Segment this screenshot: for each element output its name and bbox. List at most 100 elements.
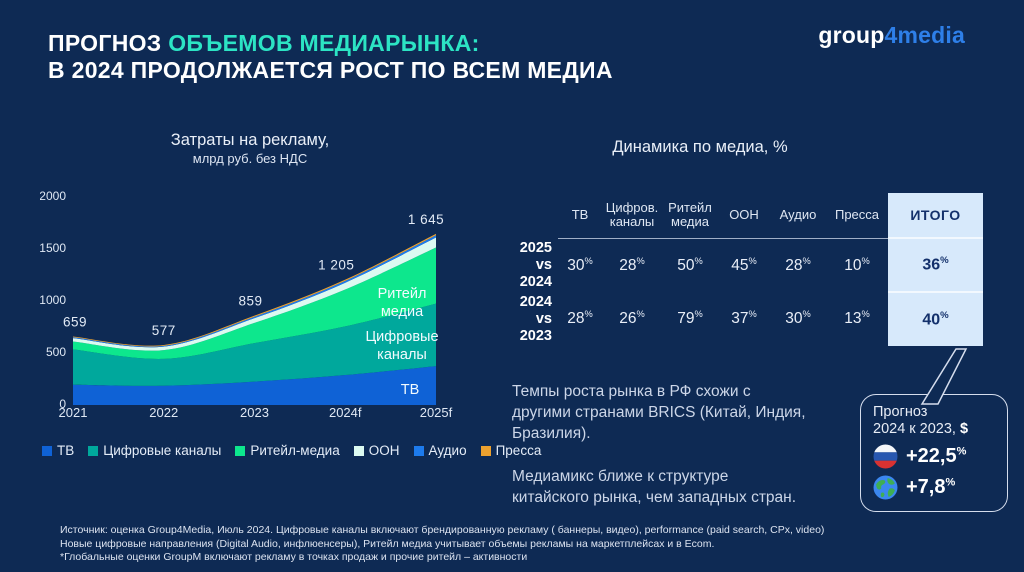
- note-paragraph-2: Медиамикс ближе к структуре китайского р…: [512, 466, 806, 508]
- callout-row-russia: +22,5%: [873, 444, 997, 469]
- logo-media: media: [897, 22, 965, 48]
- y-axis-tick-label: 500: [46, 345, 66, 359]
- table-value-cell: 50%: [662, 238, 718, 292]
- value-text: 45: [731, 256, 749, 274]
- title-accent: ОБЪЕМОВ МЕДИАРЫНКА:: [168, 30, 480, 56]
- area-inline-label: каналы: [377, 347, 427, 363]
- legend-label: Цифровые каналы: [103, 443, 222, 458]
- x-axis-tick-label: 2021: [59, 405, 88, 420]
- value-text: 30: [785, 310, 803, 328]
- note-line: китайского рынка, чем западных стран.: [512, 489, 797, 506]
- percent-sign: %: [940, 255, 949, 267]
- table-value-cell: 37%: [718, 292, 770, 346]
- value-text: 28: [567, 310, 585, 328]
- table-value-cell: 28%: [770, 238, 826, 292]
- percent-sign: %: [945, 476, 956, 489]
- table-value-cell: 30%: [770, 292, 826, 346]
- note-paragraph-1: Темпы роста рынка в РФ схожи с другими с…: [512, 381, 806, 444]
- table-row-label: 2025 vs 2024: [500, 238, 558, 292]
- forecast-callout-bubble: Прогноз 2024 к 2023, $ +22,5% +7,8%: [860, 394, 1008, 512]
- percent-sign: %: [748, 309, 757, 320]
- percent-sign: %: [956, 445, 967, 458]
- percent-sign: %: [584, 309, 593, 320]
- area-series-3: [73, 247, 436, 360]
- stacked-area-chart: 0 500 1000 1500 2000 2021 2022 2023 2024f 2025f 65…: [40, 189, 453, 420]
- callout-tail: [920, 348, 968, 405]
- table-total-cell: 36%: [888, 237, 983, 292]
- value-text: 28: [619, 256, 637, 274]
- header-line: каналы: [609, 214, 655, 230]
- callout-line1: Прогноз: [873, 404, 928, 420]
- y-axis-tick-label: 2000: [40, 189, 66, 203]
- legend-item: Аудио: [413, 443, 467, 458]
- group4media-logo: group4media: [818, 22, 965, 49]
- footnote-line: Новые цифровые направления (Digital Audi…: [60, 537, 715, 550]
- y-axis-tick-label: 0: [59, 397, 66, 411]
- legend-label: ООН: [368, 443, 400, 458]
- callout-row-global: +7,8%: [873, 475, 997, 500]
- legend-label: ТВ: [57, 443, 75, 458]
- table-value-cell: 10%: [826, 238, 888, 292]
- russia-growth-value: +22,5%: [906, 445, 966, 468]
- table-row: 2024 vs 2023 28% 26% 79% 37% 30% 13% 40%: [500, 291, 983, 346]
- table-row-label: 2024 vs 2023: [500, 292, 558, 346]
- footnote-line: Источник: оценка Group4Media, Июль 2024.…: [60, 524, 825, 536]
- legend-label: Ритейл-медиа: [250, 443, 340, 458]
- x-axis-tick-label: 2024f: [329, 405, 362, 420]
- table-corner-cell: [500, 193, 558, 238]
- header-line: ТВ: [571, 207, 589, 223]
- callout-line2-text: 2024 к 2023,: [873, 421, 960, 437]
- table-total-header: ИТОГО: [888, 193, 983, 238]
- table-title: Динамика по медиа, %: [612, 138, 788, 156]
- percent-sign: %: [694, 255, 703, 266]
- note-line: другими странами BRICS (Китай, Индия,: [512, 404, 806, 421]
- value-text: 30: [567, 256, 585, 274]
- value-text: 10: [844, 256, 862, 274]
- table-header-cell: Пресса: [826, 193, 888, 239]
- logo-group: group: [818, 22, 885, 48]
- table-total-cell: 40%: [888, 291, 983, 346]
- area-inline-label: Цифровые: [365, 329, 438, 345]
- percent-sign: %: [636, 255, 645, 266]
- legend-swatch: [480, 445, 491, 456]
- total-data-label: 859: [238, 294, 262, 309]
- value-text: 40: [922, 311, 941, 329]
- value-text: +22,5: [906, 445, 957, 467]
- note-line: Бразилия).: [512, 425, 591, 442]
- y-axis-tick-label: 1500: [40, 241, 66, 255]
- table-header-cell: Аудио: [770, 193, 826, 239]
- header-line: Пресса: [834, 207, 880, 223]
- total-data-label: 1 645: [408, 212, 444, 227]
- source-footnote: Источник: оценка Group4Media, Июль 2024.…: [60, 524, 990, 565]
- table-value-cell: 28%: [602, 238, 662, 292]
- legend-swatch: [413, 445, 424, 456]
- x-axis-tick-label: 2022: [149, 405, 178, 420]
- total-data-label: 1 205: [318, 258, 354, 273]
- percent-sign: %: [802, 255, 811, 266]
- value-text: 79: [677, 310, 695, 328]
- value-text: 36: [922, 256, 941, 274]
- table-value-cell: 26%: [602, 292, 662, 346]
- page-title: ПРОГНОЗ ОБЪЕМОВ МЕДИАРЫНКА: В 2024 ПРОДО…: [48, 30, 613, 84]
- total-data-label: 577: [152, 323, 176, 338]
- row-label-line: vs 2023: [519, 310, 552, 344]
- area-inline-label: медиа: [381, 304, 424, 320]
- area-inline-label: ТВ: [401, 382, 420, 398]
- note-line: Медиамикс ближе к структуре: [512, 468, 729, 485]
- area-series-1: [73, 366, 436, 405]
- logo-4: 4: [884, 22, 898, 48]
- area-inline-label: Ритейл: [378, 286, 427, 302]
- legend-label: Пресса: [495, 443, 542, 458]
- total-data-label: 659: [63, 314, 87, 329]
- percent-sign: %: [861, 255, 870, 266]
- global-growth-value: +7,8%: [906, 476, 955, 499]
- media-dynamics-table: ТВ Цифров. каналы Ритейл медиа ООН Аудио Пресса…: [500, 193, 983, 346]
- table-value-cell: 30%: [558, 238, 602, 292]
- legend-item: Цифровые каналы: [88, 443, 221, 458]
- chart-title: Затраты на рекламу,: [170, 131, 330, 149]
- value-text: 28: [785, 256, 803, 274]
- percent-sign: %: [861, 309, 870, 320]
- value-text: 13: [844, 310, 862, 328]
- header-line: медиа: [671, 214, 709, 230]
